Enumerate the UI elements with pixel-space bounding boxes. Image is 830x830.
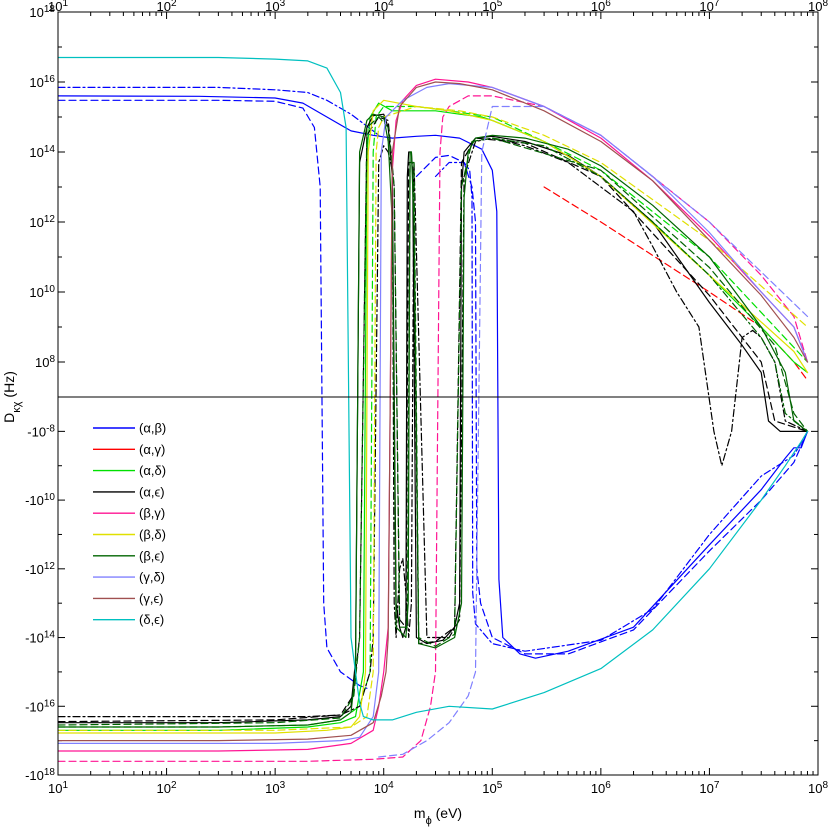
y-tick-label: 1014 [29, 144, 55, 161]
y-tick-label: -1010 [25, 492, 55, 509]
x-tick-label-bottom: 103 [265, 780, 285, 797]
x-tick-label-top: 106 [591, 0, 611, 14]
y-tick-label: -1012 [25, 560, 55, 577]
y-axis-label-main: D [1, 413, 17, 423]
legend-label: (α,β) [139, 421, 166, 436]
series-line-7-dashed-1 [378, 105, 809, 758]
x-tick-label-bottom: 108 [808, 780, 828, 797]
y-tick-label: -10-8 [27, 423, 55, 440]
y-tick-label: 1012 [29, 214, 55, 231]
y-tick-label: 1010 [29, 284, 55, 301]
series-line-8-solid-0 [58, 81, 809, 742]
legend-label: (α,γ) [139, 442, 165, 457]
series-line-4-solid-0 [58, 78, 809, 752]
x-axis-label-main: m [414, 805, 426, 821]
x-tick-label-top: 108 [808, 0, 828, 14]
series-line-9-solid-0 [58, 56, 809, 721]
x-tick-label-top: 105 [482, 0, 502, 14]
y-tick-label: -1016 [25, 698, 55, 715]
series-line-6-dashdot-2 [491, 137, 809, 432]
legend-label: (β,ϵ) [139, 548, 165, 563]
legend-label: (γ,ϵ) [139, 591, 164, 606]
legend-label: (δ,ϵ) [139, 612, 164, 627]
x-tick-label-top: 107 [699, 0, 719, 14]
x-tick-label-top: 104 [374, 0, 394, 14]
x-axis-label-unit: (eV) [432, 805, 462, 821]
series-line-7-solid-0 [58, 83, 809, 744]
x-tick-label-bottom: 106 [591, 780, 611, 797]
y-axis-label-unit: (Hz) [1, 371, 17, 401]
series-line-3-solid-0 [58, 113, 809, 724]
x-axis-label: mϕ (eV) [414, 805, 462, 827]
series-line-6-dashed-1 [58, 116, 809, 726]
x-tick-label-top: 102 [157, 0, 177, 14]
y-tick-label: 1018 [29, 4, 55, 21]
labels-layer: 101 101 102 102 103 103 104 104 105 105 106 106 107 1… [25, 0, 828, 796]
legend-label: (β,γ) [139, 506, 165, 521]
legend-label: (α,ϵ) [139, 484, 165, 499]
legend-label: (α,δ) [139, 463, 166, 478]
series-line-0-dashed-2 [415, 154, 809, 655]
series-line-5-solid-0 [58, 99, 809, 734]
y-tick-label: 108 [35, 354, 55, 371]
legend-box [84, 418, 182, 642]
x-tick-label-bottom: 101 [48, 780, 68, 797]
legend-label: (γ,δ) [139, 570, 165, 585]
x-axis-label-sub: ϕ [426, 815, 432, 827]
x-tick-label-top: 103 [265, 0, 285, 14]
plot-frame [57, 11, 819, 776]
x-tick-label-top: 101 [48, 0, 68, 14]
series-line-0-solid-0 [58, 95, 809, 659]
y-tick-label: -1014 [25, 629, 55, 646]
x-tick-label-bottom: 105 [482, 780, 502, 797]
x-tick-label-bottom: 104 [374, 780, 394, 797]
series-line-0-dashdot-4 [434, 161, 809, 652]
x-tick-label-bottom: 102 [157, 780, 177, 797]
series-line-1-dashed-0 [543, 186, 809, 381]
legend: (α,β) (α,γ) (α,δ) (α,ϵ) (β,γ) (β,δ) (β,ϵ) (γ,δ)… [84, 418, 182, 642]
series-line-4-dashed-1 [58, 95, 809, 762]
y-tick-label: -1018 [25, 767, 55, 784]
series-line-0-dashed-1 [58, 99, 368, 689]
x-tick-label-bottom: 107 [699, 780, 719, 797]
y-axis-label-sub: κχ [11, 401, 23, 413]
y-tick-label: 1016 [29, 74, 55, 91]
legend-label: (β,δ) [139, 527, 166, 542]
curves-layer [58, 56, 809, 762]
y-axis-label: Dκχ (Hz) [1, 371, 23, 423]
